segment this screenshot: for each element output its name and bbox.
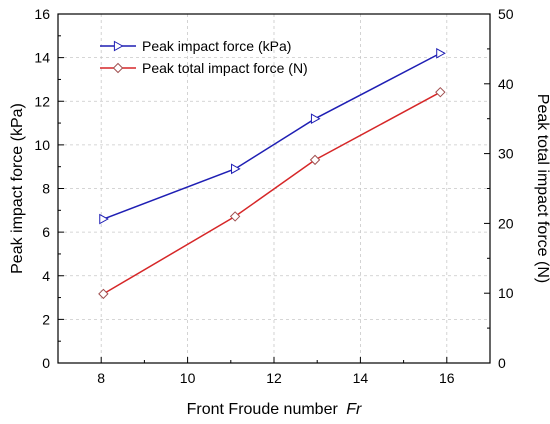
y-axis-right-title: Peak total impact force (N) bbox=[534, 94, 550, 283]
x-tick-label: 12 bbox=[266, 370, 282, 386]
y-right-tick-label: 10 bbox=[498, 285, 514, 301]
series-2-point bbox=[229, 211, 241, 222]
y-right-tick-label: 20 bbox=[498, 215, 514, 231]
y-right-tick-label: 40 bbox=[498, 76, 514, 92]
y-left-tick-label: 14 bbox=[34, 50, 50, 66]
grid bbox=[58, 14, 490, 363]
x-axis-title: Front Froude number Fr bbox=[187, 401, 362, 418]
series-2-point bbox=[435, 86, 446, 98]
ticks: 8 10 12 14 16 0 2 4 6 8 10 12 14 16 0 10 20 30 40 50 bbox=[34, 6, 513, 386]
y-right-tick-label: 50 bbox=[498, 6, 514, 22]
x-tick-label: 10 bbox=[180, 370, 196, 386]
y-left-tick-label: 10 bbox=[34, 137, 50, 153]
series-layer bbox=[98, 47, 446, 300]
y-left-tick-label: 6 bbox=[42, 224, 50, 240]
x-tick-label: 14 bbox=[353, 370, 369, 386]
series-2-point bbox=[98, 288, 109, 300]
series-line-2 bbox=[102, 91, 441, 295]
series-2-point bbox=[309, 154, 321, 166]
series-1-point bbox=[310, 113, 321, 125]
y-right-tick-label: 30 bbox=[498, 146, 514, 162]
legend-label-2: Peak total impact force (N) bbox=[142, 60, 308, 76]
series-1-point bbox=[436, 47, 446, 59]
y-left-tick-label: 8 bbox=[42, 181, 50, 197]
x-tick-label: 8 bbox=[97, 370, 105, 386]
y-left-tick-label: 4 bbox=[42, 268, 50, 284]
x-tick-label: 16 bbox=[439, 370, 455, 386]
legend-entry-1: Peak impact force (kPa) bbox=[100, 38, 291, 54]
legend-entry-2: Peak total impact force (N) bbox=[100, 60, 308, 76]
series-line-1 bbox=[103, 52, 441, 220]
legend-marker-triangle bbox=[113, 40, 124, 52]
y-right-tick-label: 0 bbox=[498, 355, 506, 371]
series-1-point bbox=[231, 163, 241, 175]
y-left-tick-label: 12 bbox=[34, 93, 50, 109]
y-left-tick-label: 0 bbox=[42, 355, 50, 371]
legend: Peak impact force (kPa) Peak total impac… bbox=[100, 38, 308, 76]
y-left-tick-label: 16 bbox=[34, 6, 50, 22]
y-axis-left-title: Peak impact force (kPa) bbox=[9, 103, 26, 274]
y-left-tick-label: 2 bbox=[42, 311, 50, 327]
x-axis-title-text: Front Froude number bbox=[187, 401, 339, 418]
series-1-point bbox=[99, 213, 109, 225]
legend-marker-diamond bbox=[112, 62, 124, 74]
x-axis-title-symbol: Fr bbox=[346, 401, 362, 418]
legend-label-1: Peak impact force (kPa) bbox=[142, 38, 291, 54]
